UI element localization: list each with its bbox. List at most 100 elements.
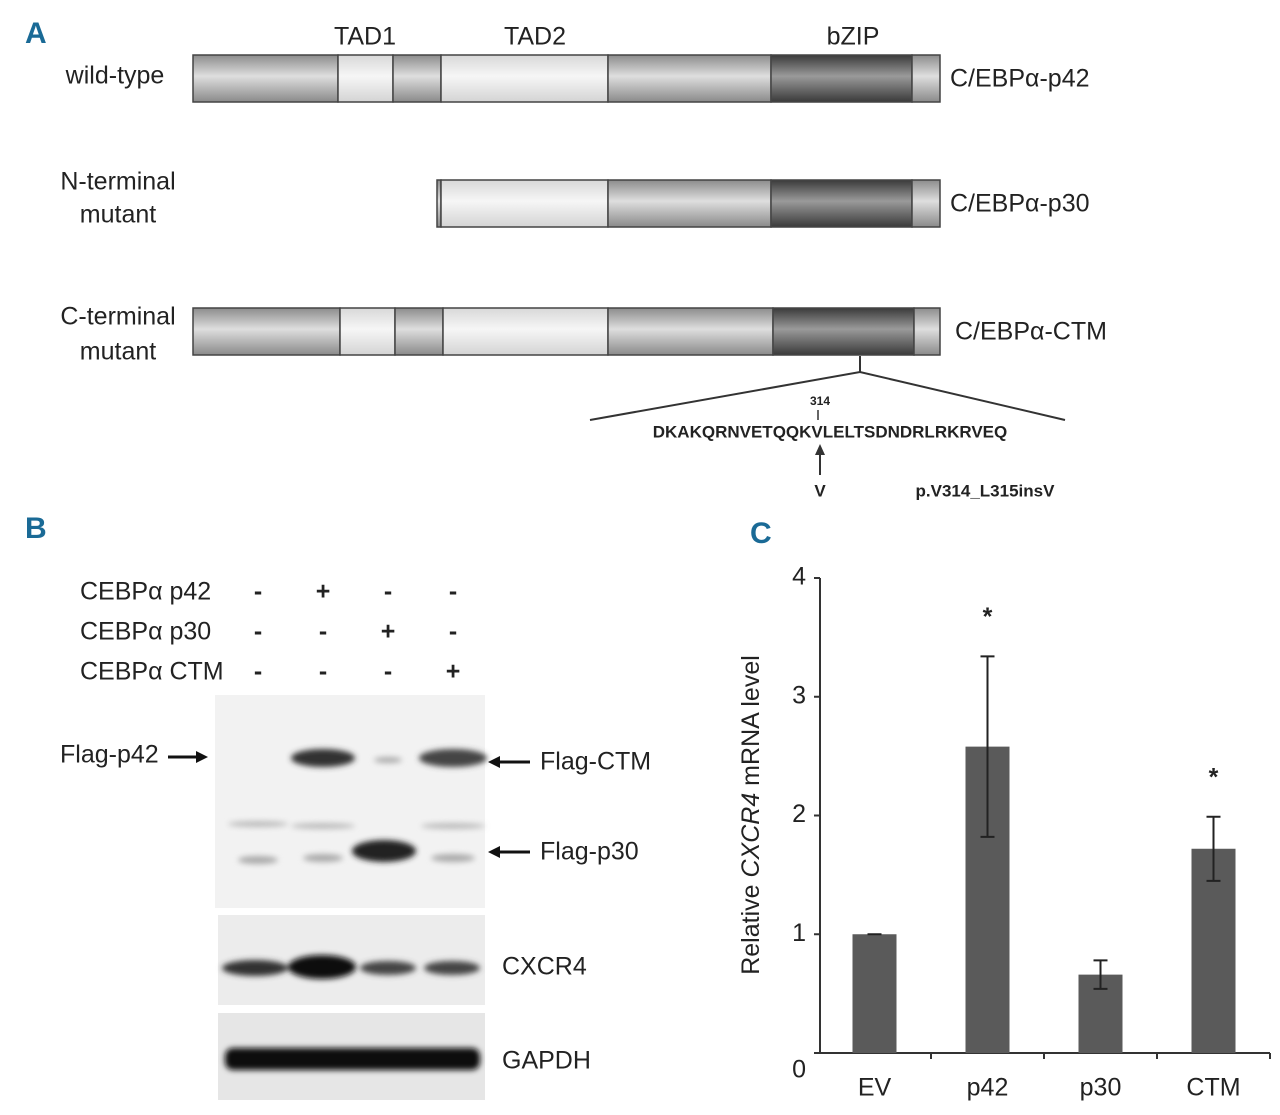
error-bar: [1093, 959, 1108, 990]
significance: *: [983, 603, 993, 631]
error-bar: [1206, 815, 1221, 882]
x-tick-label: p30: [1080, 1074, 1122, 1102]
position-label: 314: [810, 394, 830, 408]
band: [238, 856, 278, 864]
y-tick-label: 3: [792, 681, 806, 709]
zoom-line: [589, 370, 1066, 421]
condition-label: CEBPα CTM: [80, 658, 224, 686]
domain-segment: [192, 307, 341, 356]
domain-segment: [192, 54, 339, 103]
band: [421, 823, 485, 829]
condition-sign: -: [319, 618, 327, 646]
mutation-label: p.V314_L315insV: [916, 481, 1056, 500]
domain-segment: [770, 54, 913, 103]
band: [291, 823, 355, 829]
error-bar: [980, 655, 995, 838]
domain-label: TAD1: [334, 23, 396, 51]
condition-sign: -: [254, 578, 262, 606]
insert-arrow: [815, 444, 825, 455]
band: [374, 757, 402, 763]
arrow: [488, 756, 500, 768]
band-label: Flag-CTM: [540, 748, 651, 776]
panel-b: B Flag-p42 Flag-CTM Flag-p30: [25, 512, 651, 1100]
condition-sign: -: [449, 578, 457, 606]
panel-a: A TAD1 TAD2 bZIP 314 DKAKQRNVETQQKVLELTS…: [25, 17, 1107, 501]
panel-c: C Relative CXCR4 mRNA level 0 1 2 3 4 EV p42 p3…: [737, 517, 1271, 1102]
band: [225, 1048, 480, 1070]
construct-label: mutant: [80, 201, 156, 229]
band-label: CXCR4: [502, 953, 587, 981]
bands: [222, 749, 487, 1070]
y-tick-label: 1: [792, 919, 806, 947]
construct-label: N-terminal: [60, 168, 175, 196]
panel-label: B: [25, 512, 47, 545]
domain-label: TAD2: [504, 23, 566, 51]
y-tick-label: 4: [792, 563, 806, 591]
band: [222, 960, 288, 976]
blot: [215, 695, 485, 908]
condition-label: CEBPα p42: [80, 578, 211, 606]
domain-segment: [911, 179, 941, 228]
condition-sign: -: [254, 618, 262, 646]
panel-label: C: [750, 517, 772, 550]
sequence: DKAKQRNVETQQKVLELTSDNDRLRKRVEQ: [653, 422, 1008, 441]
construct-label: mutant: [80, 338, 156, 366]
domain-segment: [607, 307, 774, 356]
arrow: [196, 751, 208, 763]
y-axis-label-part: CXCR4: [737, 793, 765, 878]
domain-segment: [392, 54, 442, 103]
construct-name: C/EBPα-p30: [950, 190, 1090, 218]
band: [419, 749, 487, 767]
domain-segment: [607, 179, 772, 228]
condition-sign: -: [449, 618, 457, 646]
construct-label: wild-type: [65, 62, 165, 90]
panel-label: A: [25, 17, 47, 50]
band-label: Flag-p42: [60, 741, 159, 769]
y-axis-label-part: Relative: [737, 884, 765, 974]
bar: [1191, 848, 1236, 1053]
condition-sign: +: [381, 618, 396, 646]
domain-segment: [440, 179, 609, 228]
x-tick-label: EV: [858, 1074, 892, 1102]
y-axis-label: Relative CXCR4 mRNA level: [737, 655, 765, 975]
domain-segment: [442, 307, 609, 356]
band: [360, 961, 416, 975]
condition-sign: -: [319, 658, 327, 686]
condition-sign: -: [384, 658, 392, 686]
band: [291, 749, 355, 767]
band: [303, 854, 343, 862]
blot: [218, 915, 485, 1005]
y-axis-label-part: mRNA level: [737, 655, 765, 786]
significance: *: [1209, 763, 1219, 791]
x-tick-label: p42: [967, 1074, 1009, 1102]
band: [431, 854, 475, 862]
band-label: Flag-p30: [540, 838, 639, 866]
band: [424, 961, 480, 975]
condition-sign: -: [384, 578, 392, 606]
construct-label: C-terminal: [60, 303, 175, 331]
construct-name: C/EBPα-CTM: [955, 318, 1107, 346]
domain-label: bZIP: [827, 23, 880, 51]
domain-segment: [913, 307, 941, 356]
condition-sign: +: [316, 578, 331, 606]
domain-segment: [772, 307, 915, 356]
condition-sign: -: [254, 658, 262, 686]
condition-sign: +: [446, 658, 461, 686]
domain-segment: [440, 54, 609, 103]
x-tick-label: CTM: [1186, 1074, 1240, 1102]
band: [352, 840, 416, 862]
domain-segment: [607, 54, 772, 103]
domain-segment: [911, 54, 941, 103]
band: [228, 821, 288, 827]
bar: [852, 934, 897, 1053]
condition-label: CEBPα p30: [80, 618, 211, 646]
y-tick-label: 2: [792, 800, 806, 828]
band: [288, 955, 356, 979]
band-label: GAPDH: [502, 1047, 591, 1075]
domain-segment: [339, 307, 396, 356]
domain-segment: [770, 179, 913, 228]
inserted-residue: V: [814, 481, 826, 500]
domain-segment: [394, 307, 444, 356]
construct-name: C/EBPα-p42: [950, 65, 1090, 93]
